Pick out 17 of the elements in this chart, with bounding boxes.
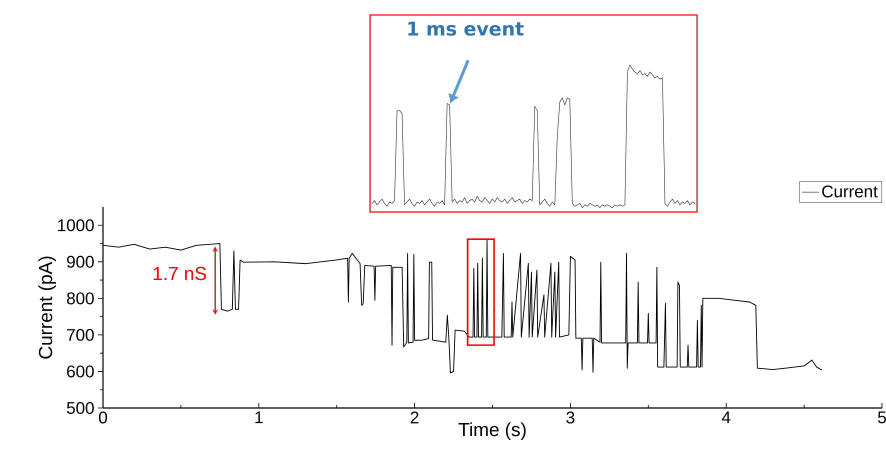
y-tick-label: 500	[66, 402, 94, 414]
x-tick-label: 1	[255, 412, 263, 424]
y-tick-label: 600	[67, 365, 94, 378]
text: 1 ms event	[408, 22, 524, 36]
y-tick-label: 800	[66, 292, 94, 304]
x-tick-label: 3	[566, 412, 574, 424]
x-tick-label: 5	[878, 412, 886, 424]
x-axis-title: Time (s)	[458, 422, 526, 440]
x-tick-label: 0	[98, 412, 108, 424]
y-tick-label: 900	[67, 256, 94, 268]
x-tick-label: 4	[722, 412, 730, 424]
annotation: 1.7 nS	[154, 266, 206, 280]
y-tick-label: 1000	[58, 219, 94, 232]
y-tick-label: 700	[67, 328, 94, 341]
y-axis-title: Current (pA)	[38, 256, 56, 359]
x-tick-label: 2	[410, 412, 418, 424]
legend-label: Current	[822, 185, 878, 198]
